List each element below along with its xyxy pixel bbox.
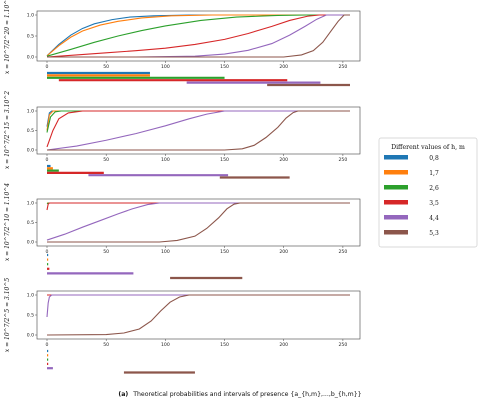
- legend-label-4-4: 4,4: [429, 215, 439, 222]
- legend-swatch-1-7: [384, 170, 408, 175]
- legend-swatch-3-5: [384, 200, 408, 205]
- series-line-5-3: [47, 110, 350, 151]
- plot-frame: [36, 106, 361, 155]
- x-tick-label: 100: [161, 249, 170, 255]
- y-tick-label: 0.5: [27, 128, 34, 134]
- legend-swatch-5-3: [384, 230, 408, 235]
- series-line-4-4: [46, 294, 350, 318]
- x-tick-label: 50: [103, 157, 109, 163]
- y-tick-label: 1.0: [27, 293, 34, 299]
- x-tick-label: 200: [279, 157, 288, 163]
- legend-label-3-5: 3,5: [429, 200, 439, 207]
- series-line-3-5: [46, 110, 350, 148]
- legend-label-2-6: 2,6: [429, 185, 439, 192]
- x-tick-label: 250: [339, 64, 348, 70]
- legend-title: Different values of h, m: [391, 144, 465, 151]
- y-tick-label: 0.5: [27, 220, 34, 226]
- x-tick-label: 250: [339, 342, 348, 348]
- y-tick-label: 0.0: [27, 240, 34, 246]
- x-tick-label: 50: [103, 249, 109, 255]
- y-axis-label: x = 10^7/2^10 ≈ 1.10^4: [4, 183, 11, 261]
- x-tick-label: 200: [279, 249, 288, 255]
- x-tick-label: 0: [46, 157, 49, 163]
- series-line-4-4: [46, 110, 350, 151]
- y-tick-label: 0.5: [27, 34, 34, 40]
- caption-label: (a): [118, 391, 128, 398]
- chart-panel-3: 0 50 100 150 200 250 0.0 0.5 1.0 x = 10^7/2^10 ≈ …: [4, 183, 361, 280]
- x-tick-label: 200: [279, 64, 288, 70]
- x-tick-label: 150: [220, 157, 229, 163]
- y-tick-label: 0.0: [27, 148, 34, 154]
- x-tick-label: 50: [103, 342, 109, 348]
- legend-entries: 0,8 1,7 2,6 3,5 4,4 5,3: [384, 155, 439, 237]
- y-axis-label: x = 10^7/2^5 ≈ 3.10^5: [4, 278, 11, 353]
- legend-label-5-3: 5,3: [429, 230, 439, 237]
- series-line-1-7: [46, 14, 350, 57]
- series-line-2-6: [46, 14, 350, 57]
- series-line-3-5: [46, 14, 350, 58]
- legend-swatch-0-8: [384, 155, 408, 160]
- legend: Different values of h, m 0,8 1,7 2,6 3,5 4,4…: [378, 137, 478, 248]
- x-tick-label: 50: [103, 64, 109, 70]
- figure-caption: (a) Theoretical probabilities and interv…: [118, 391, 361, 398]
- caption-text: Theoretical probabilities and intervals …: [132, 391, 361, 398]
- y-tick-label: 0.0: [27, 333, 34, 339]
- x-tick-label: 0: [46, 249, 49, 255]
- legend-label-1-7: 1,7: [429, 170, 439, 177]
- series-line-3-5: [46, 202, 350, 211]
- y-axis-label: x = 10^7/2^15 ≈ 3.10^2: [4, 91, 11, 169]
- chart-panel-4: 0 50 100 150 200 250 0.0 0.5 1.0 x = 10^7/2^5 ≈ 3…: [4, 278, 361, 374]
- series-line-5-3: [47, 14, 350, 58]
- plot-frame: [36, 290, 361, 340]
- x-tick-label: 100: [161, 64, 170, 70]
- series-line-5-3: [47, 202, 350, 243]
- series-line-0-8: [46, 110, 350, 127]
- x-tick-label: 200: [279, 342, 288, 348]
- chart-panel-1: 0 50 100 150 200 250 0.0 0.5 1.0 x = 10^7/2^20 ≈ …: [4, 0, 361, 87]
- y-tick-label: 1.0: [27, 201, 34, 207]
- chart-panels: 0 50 100 150 200 250 0.0 0.5 1.0 x = 10^7/2^20 ≈ …: [4, 0, 361, 374]
- x-tick-label: 100: [161, 157, 170, 163]
- y-axis-label: x = 10^7/2^20 ≈ 1.10^1: [4, 0, 11, 74]
- x-tick-label: 150: [220, 342, 229, 348]
- series-line-2-6: [46, 110, 350, 133]
- plot-frame: [36, 198, 361, 247]
- series-line-1-7: [46, 110, 350, 131]
- y-tick-label: 1.0: [27, 13, 34, 19]
- x-tick-label: 0: [46, 342, 49, 348]
- series-line-4-4: [47, 14, 350, 58]
- x-tick-label: 100: [161, 342, 170, 348]
- x-tick-label: 250: [339, 249, 348, 255]
- legend-frame: [378, 137, 478, 248]
- y-tick-label: 1.0: [27, 109, 34, 115]
- plot-frame: [36, 10, 361, 62]
- x-tick-label: 250: [339, 157, 348, 163]
- y-tick-label: 0.5: [27, 313, 34, 319]
- y-tick-label: 0.0: [27, 55, 34, 61]
- x-tick-label: 150: [220, 249, 229, 255]
- series-line-4-4: [46, 202, 350, 241]
- legend-swatch-4-4: [384, 215, 408, 220]
- legend-swatch-2-6: [384, 185, 408, 190]
- legend-label-0-8: 0,8: [429, 155, 439, 162]
- x-tick-label: 0: [46, 64, 49, 70]
- x-tick-label: 150: [220, 64, 229, 70]
- chart-panel-2: 0 50 100 150 200 250 0.0 0.5 1.0 x = 10^7/2^15 ≈ …: [4, 91, 361, 179]
- series-line-5-3: [46, 294, 350, 336]
